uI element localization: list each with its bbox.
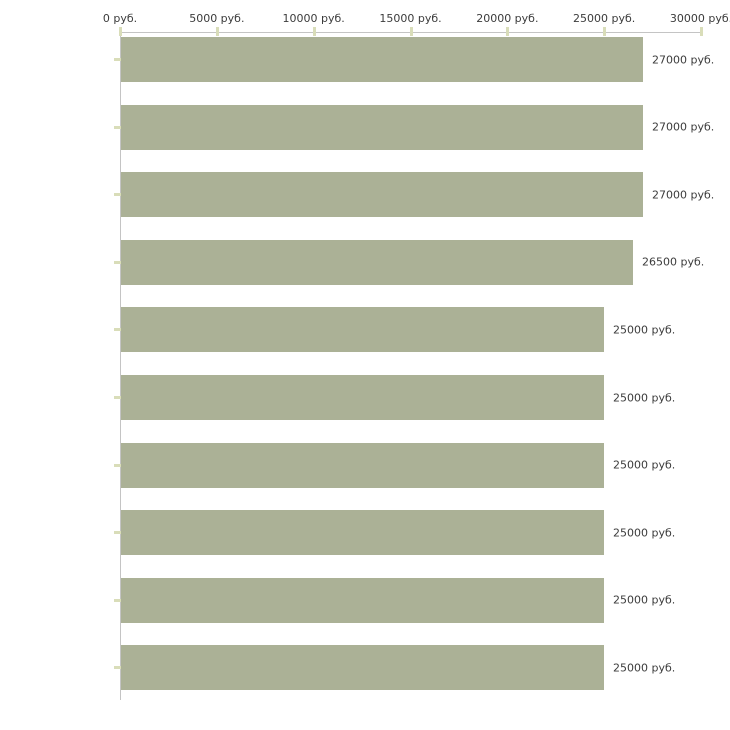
- value-label: 25000 руб.: [613, 391, 676, 404]
- value-label: 25000 руб.: [613, 593, 676, 607]
- x-tick-label: 0 руб.: [102, 12, 138, 25]
- value-label: 27000 руб.: [652, 53, 715, 66]
- bar[interactable]: [121, 510, 604, 556]
- value-label: 25000 руб.: [613, 323, 676, 337]
- bar[interactable]: [121, 307, 604, 353]
- bar[interactable]: [121, 104, 643, 150]
- bar[interactable]: [121, 577, 604, 623]
- bar[interactable]: [121, 645, 604, 691]
- x-tick-mark-icon: [700, 27, 703, 36]
- category-tick-mark-icon: [114, 260, 121, 264]
- x-tick-label: 15000 руб.: [379, 12, 442, 25]
- bar[interactable]: [121, 239, 633, 285]
- category-tick-mark-icon: [114, 531, 121, 535]
- value-label: 25000 руб.: [613, 661, 676, 675]
- value-label: 25000 руб.: [613, 526, 676, 540]
- category-tick-mark-icon: [114, 666, 121, 670]
- x-tick-mark-icon: [506, 27, 510, 36]
- x-tick-mark-icon: [409, 27, 413, 36]
- value-label: 26500 руб.: [642, 255, 705, 269]
- category-tick-mark-icon: [114, 193, 121, 197]
- category-tick-mark-icon: [114, 328, 121, 332]
- value-label: 27000 руб.: [652, 120, 715, 134]
- bar[interactable]: [121, 442, 604, 488]
- x-tick-mark-icon: [119, 27, 122, 36]
- x-tick-label: 10000 руб.: [282, 12, 345, 25]
- y-axis-line: [120, 32, 121, 700]
- bar[interactable]: [121, 375, 604, 420]
- bar[interactable]: [121, 172, 643, 218]
- x-tick-label: 25000 руб.: [573, 12, 636, 25]
- bar[interactable]: [121, 37, 643, 82]
- value-label: 27000 руб.: [652, 188, 715, 202]
- x-tick-label: 20000 руб.: [476, 12, 539, 25]
- x-tick-mark-icon: [215, 27, 219, 36]
- x-tick-label: 30000 руб.: [669, 12, 730, 25]
- category-tick-mark-icon: [114, 598, 121, 602]
- x-tick-mark-icon: [603, 27, 607, 36]
- category-tick-mark-icon: [114, 125, 121, 129]
- x-tick-label: 5000 руб.: [189, 12, 245, 25]
- x-tick-mark-icon: [312, 27, 316, 36]
- category-tick-mark-icon: [114, 58, 121, 61]
- category-tick-mark-icon: [114, 463, 121, 467]
- category-tick-mark-icon: [114, 396, 121, 399]
- value-label: 25000 руб.: [613, 458, 676, 472]
